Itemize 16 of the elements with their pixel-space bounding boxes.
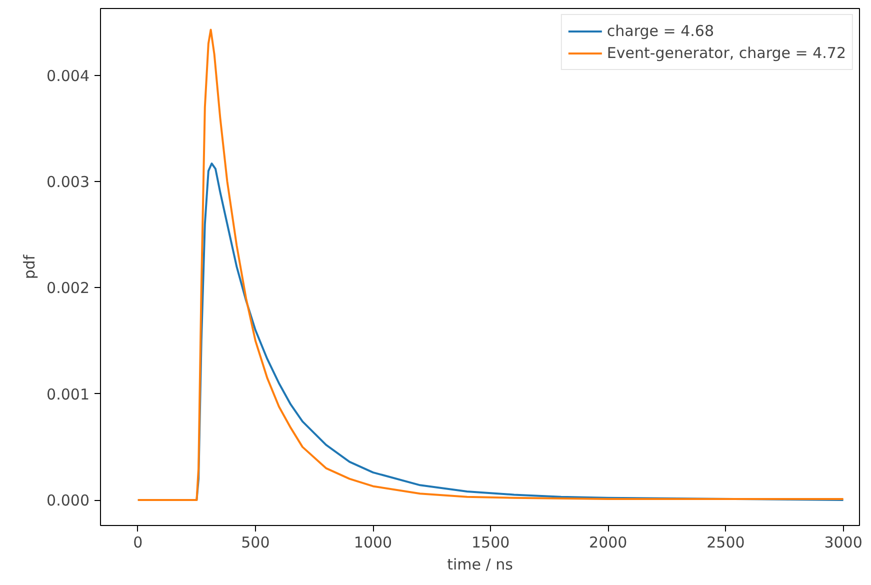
y-tick-label: 0.002 [46,279,90,298]
y-tick-label: 0.001 [46,385,90,404]
y-tick-label: 0.000 [46,492,90,510]
y-axis-title: pdf [20,254,39,280]
x-tick-label: 2500 [706,534,745,552]
x-tick-label: 2000 [589,534,628,552]
y-tick-label: 0.004 [46,66,90,85]
x-tick-label: 1000 [354,534,392,552]
legend-label: charge = 4.68 [606,22,714,40]
y-tick-label: 0.003 [46,173,90,192]
x-tick-label: 0 [133,534,143,552]
x-axis-title: time / ns [447,556,514,574]
x-tick-label: 1500 [471,534,510,552]
legend-label: Event-generator, charge = 4.72 [606,44,846,62]
x-tick-label: 3000 [824,534,862,552]
x-tick-label: 500 [241,534,270,552]
